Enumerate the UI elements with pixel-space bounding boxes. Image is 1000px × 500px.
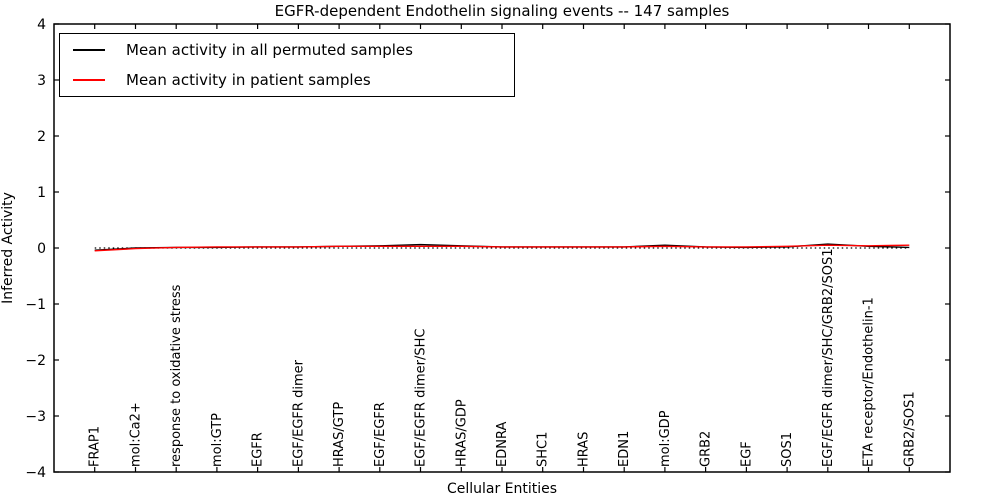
y-axis-title: Inferred Activity [0, 192, 16, 304]
y-tick-label: 3 [37, 73, 46, 89]
x-tick-label: EGF/EGFR dimer [291, 359, 306, 467]
y-tick-label: −3 [25, 409, 46, 425]
legend: Mean activity in all permuted samples Me… [59, 33, 515, 97]
x-tick-label: HRAS [576, 432, 591, 467]
x-tick-label: ETA receptor/Endothelin-1 [862, 297, 877, 467]
legend-label: Mean activity in patient samples [126, 71, 371, 89]
x-tick-label: EGF/EGFR [373, 402, 388, 467]
legend-entry-permuted: Mean activity in all permuted samples [60, 36, 514, 64]
x-tick-label: mol:GTP [210, 413, 225, 467]
x-tick-label: mol:GDP [658, 410, 673, 467]
x-tick-label: SOS1 [780, 432, 795, 467]
y-tick-label: 1 [37, 185, 46, 201]
y-tick-label: −2 [25, 353, 46, 369]
permuted-line-swatch-icon [73, 49, 105, 51]
legend-entry-patient: Mean activity in patient samples [60, 66, 514, 94]
y-tick-label: 4 [37, 17, 46, 33]
x-axis-title: Cellular Entities [447, 481, 557, 497]
x-tick-label: response to oxidative stress [169, 284, 184, 467]
x-tick-label: FRAP1 [88, 426, 103, 467]
patient-line-swatch-icon [73, 79, 105, 81]
x-tick-label: EGF/EGFR dimer/SHC [414, 329, 429, 467]
y-tick-label: 2 [37, 129, 46, 145]
chart-title: EGFR-dependent Endothelin signaling even… [275, 2, 730, 20]
y-tick-label: −4 [25, 465, 46, 481]
x-tick-label: mol:Ca2+ [128, 402, 143, 467]
series-line [94, 244, 910, 252]
x-tick-label: HRAS/GTP [332, 402, 347, 467]
x-tick-label: EGF/EGFR dimer/SHC/GRB2/SOS1 [821, 249, 836, 468]
x-tick-label: EGFR [251, 432, 266, 467]
x-tick-label: EGF [739, 441, 754, 467]
x-tick-label: EDN1 [617, 431, 632, 467]
x-tick-label: SHC1 [536, 432, 551, 467]
x-tick-label: GRB2/SOS1 [902, 391, 917, 467]
plot-generated: −4 −3 −2 −1 0 1 2 3 4 FRAP1 mol:Ca2+ response to ox… [25, 17, 951, 481]
x-tick-label: EDNRA [495, 422, 510, 467]
x-tick-label: GRB2 [699, 431, 714, 467]
y-tick-label: 0 [37, 241, 46, 257]
x-tick-label: HRAS/GDP [454, 399, 469, 467]
y-tick-label: −1 [25, 297, 46, 313]
legend-label: Mean activity in all permuted samples [126, 41, 413, 59]
